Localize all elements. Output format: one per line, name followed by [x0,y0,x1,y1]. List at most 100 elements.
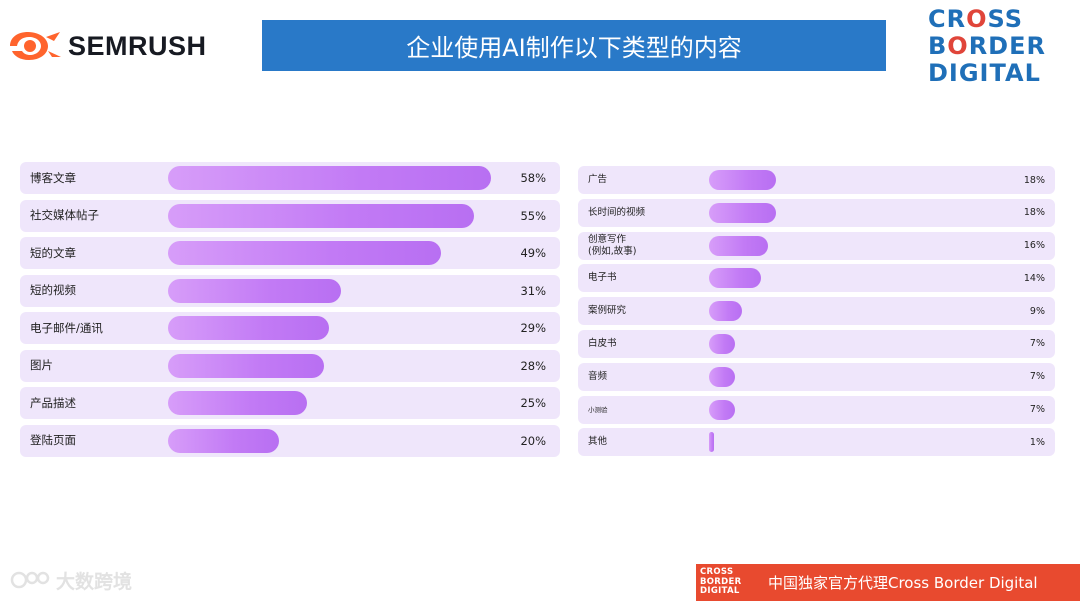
category-label: 小测验 [588,405,608,414]
category-label: 其他 [588,436,608,448]
bar [709,235,769,256]
value-label: 7% [1029,371,1045,383]
value-label: 18% [1023,207,1045,219]
bar-track [168,391,502,415]
category-label: 登陆页面 [30,433,76,448]
bar-track [709,301,932,322]
bar [168,203,475,228]
bar-row: 电子邮件/通讯 29% [20,312,560,344]
bar-track [709,333,932,354]
bar-row: 博客文章 58% [20,162,560,194]
cbd-logo-line-2: BORDER [928,32,1046,60]
bar-track [168,316,502,340]
category-label: 电子邮件/通讯 [30,320,103,335]
bar [168,428,280,453]
semrush-flame-icon [10,32,61,60]
value-label: 29% [520,321,546,335]
value-label: 58% [520,171,546,185]
footer-bar: CROSS BORDER DIGITAL 中国独家官方代理Cross Borde… [696,564,1080,601]
category-label: 创意写作 (例如,故事) [588,233,637,257]
left-bar-chart: 博客文章 58% 社交媒体帖子 55% 短的文章 49% 短的视频 31% 电子邮件/通讯 29%… [20,162,560,462]
bar-row: 产品描述 25% [20,387,560,419]
category-label: 电子书 [588,272,617,284]
category-label: 广告 [588,174,608,186]
cbd-logo-line-1: CROSS [928,5,1023,33]
semrush-logo: SEMRUSH [8,26,207,66]
bar-row: 短的文章 49% [20,237,560,269]
watermark-text: 大数跨境 [56,570,133,593]
category-label: 音频 [588,370,608,382]
bar [168,278,341,303]
bar-track [709,268,932,289]
value-label: 7% [1029,404,1045,416]
value-label: 1% [1029,436,1045,448]
bar [168,391,308,415]
watermark-logo-icon [10,571,50,589]
bar-row: 短的视频 31% [20,274,560,307]
bar [709,170,776,190]
bar-row: 其他 1% [578,428,1055,457]
value-label: 55% [520,208,546,223]
bar-track [709,170,932,190]
category-label: 长时间的视频 [588,206,646,218]
bar [709,333,736,354]
cross-border-digital-logo: CROSS BORDER DIGITAL [928,6,1048,96]
bar [709,301,743,322]
bar-track [709,235,932,256]
bar-row: 白皮书 7% [578,329,1055,358]
bar-row: 广告 18% [578,166,1055,194]
category-label: 案例研究 [588,305,627,317]
bar-track [709,202,932,223]
category-label: 产品描述 [30,395,76,410]
bar-track [168,241,502,265]
bar [709,399,736,420]
category-label: 短的视频 [30,283,76,298]
footer-logo-line-1: CROSS [700,567,734,578]
bar-row: 长时间的视频 18% [578,198,1055,227]
bar [168,166,491,190]
bar-row: 图片 28% [20,349,560,382]
bar-track [168,203,502,228]
bar [709,366,736,387]
value-label: 28% [520,358,546,373]
value-label: 49% [520,246,546,260]
value-label: 20% [520,433,546,448]
bar [168,241,441,265]
watermark: 大数跨境 [10,566,132,594]
bar [168,316,330,340]
value-label: 9% [1029,305,1045,317]
bar [709,202,776,223]
category-label: 白皮书 [588,338,617,350]
bar-row: 社交媒体帖子 55% [20,199,560,232]
bar-row: 电子书 14% [578,264,1055,293]
footer-text: 中国独家官方代理Cross Border Digital [768,574,1038,592]
bar-row: 登陆页面 20% [20,424,560,457]
bar-row: 案例研究 9% [578,297,1055,326]
bar-row: 音频 7% [578,362,1055,391]
bar [709,268,762,289]
bar-track [168,278,502,303]
value-label: 16% [1023,240,1045,252]
value-label: 7% [1029,338,1045,350]
category-label: 社交媒体帖子 [30,208,99,223]
category-label: 短的文章 [30,245,76,260]
value-label: 25% [520,396,546,410]
bar-track [168,353,502,378]
category-label: 图片 [30,358,53,373]
bar-track [709,432,932,453]
semrush-wordmark: SEMRUSH [68,30,207,61]
chart-title: 企业使用AI制作以下类型的内容 [262,20,886,71]
right-bar-chart: 广告 18% 长时间的视频 18% 创意写作 (例如,故事) 16% 电子书 14% 案例研究 9… [578,166,1055,461]
value-label: 31% [520,283,546,298]
bar-row: 创意写作 (例如,故事) 16% [578,231,1055,260]
bar-track [709,366,932,387]
bar [168,353,324,378]
category-label: 博客文章 [30,170,76,185]
footer-logo-line-2: BORDER [700,576,742,587]
footer-logo: CROSS BORDER DIGITAL [700,564,760,601]
cbd-logo-line-3: DIGITAL [928,59,1041,87]
bar-row: 小测验 7% [578,395,1055,424]
bar-track [709,399,932,420]
bar-track [168,166,502,190]
bar-track [168,428,502,453]
